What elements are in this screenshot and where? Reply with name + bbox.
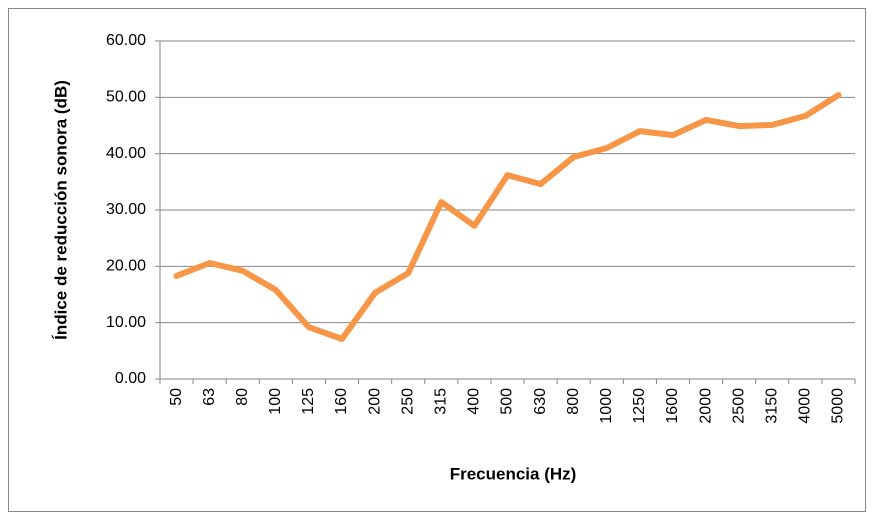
x-tick-label: 125 [300, 388, 317, 415]
chart-border [8, 8, 866, 512]
x-tick-label: 315 [433, 388, 450, 415]
x-tick-label: 50 [168, 388, 185, 406]
x-tick-label: 1600 [664, 388, 681, 424]
x-tick-label: 400 [466, 388, 483, 415]
x-tick-label: 630 [532, 388, 549, 415]
x-tick-label: 4000 [797, 388, 814, 424]
x-tick-label: 100 [267, 388, 284, 415]
y-tick-label: 20.00 [106, 258, 146, 275]
y-tick-label: 30.00 [106, 201, 146, 218]
y-tick-label: 60.00 [106, 32, 146, 49]
x-tick-label: 63 [201, 388, 218, 406]
data-line [173, 92, 842, 342]
x-tick-label: 2000 [697, 388, 714, 424]
x-tick-label: 250 [399, 388, 416, 415]
y-tick-label: 50.00 [106, 89, 146, 106]
y-axis-title: Índice de reducción sonora (dB) [51, 80, 70, 340]
y-tick-label: 40.00 [106, 145, 146, 162]
x-tick-label: 3150 [763, 388, 780, 424]
x-tick-label: 5000 [830, 388, 847, 424]
y-tick-label: 10.00 [106, 314, 146, 331]
x-tick-label: 80 [234, 388, 251, 406]
x-axis-title: Frecuencia (Hz) [450, 464, 577, 483]
x-tick-label: 2500 [730, 388, 747, 424]
y-tick-label: 0.00 [115, 370, 146, 387]
x-tick-label: 160 [333, 388, 350, 415]
x-tick-label: 1250 [631, 388, 648, 424]
x-tick-label: 800 [565, 388, 582, 415]
x-tick-label: 1000 [598, 388, 615, 424]
x-tick-label: 500 [499, 388, 516, 415]
x-tick-label: 200 [366, 388, 383, 415]
